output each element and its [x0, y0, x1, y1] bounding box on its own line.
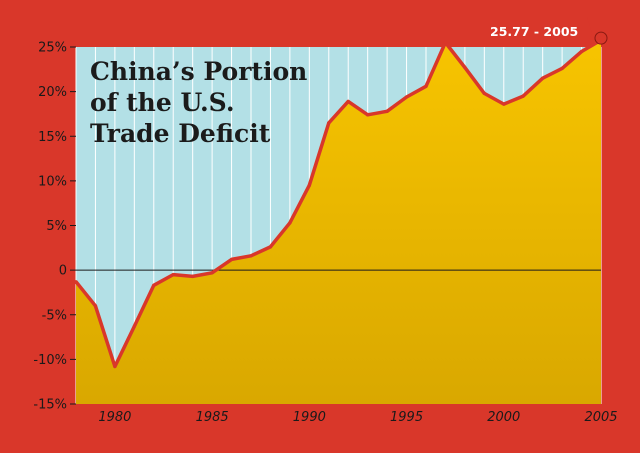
data-point: [346, 99, 350, 104]
data-point: [288, 221, 292, 225]
x-tick-label: 1980: [98, 410, 131, 425]
data-point: [502, 102, 506, 106]
data-point: [113, 364, 117, 369]
data-point: [132, 324, 136, 328]
data-point: [385, 109, 389, 113]
data-point: [249, 254, 253, 258]
data-point: [171, 272, 175, 277]
chart-title-line: China’s Portion: [90, 57, 307, 86]
callout-tag: [483, 17, 592, 44]
data-point: [307, 183, 311, 187]
y-tick-label: 25%: [38, 41, 67, 56]
data-point: [210, 271, 214, 275]
y-tick-label: -15%: [33, 398, 67, 413]
data-point: [521, 94, 525, 98]
data-point: [424, 84, 428, 88]
data-point: [404, 95, 409, 99]
x-tick-label: 1985: [196, 410, 229, 425]
end-marker: [594, 31, 608, 45]
data-point: [366, 113, 370, 117]
data-points: [74, 38, 603, 369]
y-tick-label: -10%: [33, 353, 67, 368]
data-point: [327, 121, 331, 125]
data-point: [74, 280, 78, 284]
data-point: [93, 304, 98, 308]
y-tick-label: -5%: [42, 308, 67, 323]
chart-title-line: Trade Deficit: [90, 119, 271, 148]
y-tick-label: 0: [59, 264, 67, 279]
data-point: [268, 245, 273, 249]
y-tick-label: 10%: [38, 174, 67, 189]
y-tick-label: 5%: [46, 219, 67, 234]
x-tick-label: 1995: [390, 410, 423, 425]
y-tick-label: 15%: [38, 130, 67, 145]
data-point: [443, 40, 448, 45]
data-point: [191, 274, 195, 278]
x-tick-label: 2005: [584, 410, 617, 425]
data-point: [463, 65, 467, 70]
series-line: [74, 38, 602, 369]
x-tick-label: 1990: [293, 410, 326, 425]
x-tick-label: 2000: [487, 410, 520, 425]
callout-label: 25.77 - 2005: [490, 24, 578, 39]
data-point: [579, 49, 584, 54]
y-tick-label: 20%: [38, 85, 67, 100]
data-point: [152, 283, 156, 287]
x-axis: 1980 1985 1990 1995 2000 2005: [98, 410, 617, 425]
y-axis: -15% -10% -5% 0 5% 10% 15% 20% 25%: [33, 41, 76, 413]
area-fill: [76, 40, 601, 404]
annotation-callout: 25.77 - 2005: [483, 17, 608, 45]
data-point: [560, 66, 564, 71]
chart-title-line: of the U.S.: [90, 88, 235, 117]
data-point: [541, 76, 545, 80]
data-point: [482, 91, 486, 96]
data-point: [229, 257, 234, 262]
